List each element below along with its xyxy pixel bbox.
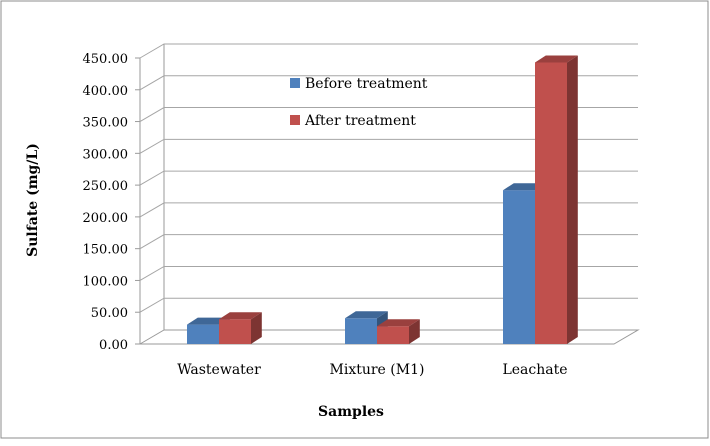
legend-swatch — [290, 78, 300, 88]
bar-top — [345, 311, 388, 319]
y-tick-label: 200.00 — [83, 211, 129, 226]
y-tick-label: 150.00 — [83, 243, 129, 258]
x-axis-title: Samples — [318, 404, 384, 420]
y-tick-label: 50.00 — [91, 306, 128, 321]
gridline — [139, 265, 638, 281]
bar-after-treatment-1 — [377, 319, 420, 344]
bar-top — [535, 55, 578, 63]
bar-front — [345, 318, 377, 344]
y-tick-label: 350.00 — [83, 116, 129, 131]
x-tick-label: Wastewater — [177, 362, 261, 378]
bar-after-treatment-0 — [219, 312, 262, 344]
gridline — [139, 202, 638, 218]
x-tick-label: Leachate — [502, 362, 567, 378]
y-axis-ticks: 0.00 50.00 100.00 150.00 200.00 250.00 300.00 3… — [83, 52, 140, 353]
bar-top — [219, 312, 262, 320]
legend-label: Before treatment — [305, 76, 428, 92]
gridline — [139, 138, 638, 154]
y-tick-label: 400.00 — [83, 84, 129, 99]
bar-side — [251, 312, 262, 344]
bar-side — [567, 55, 578, 345]
bar-side — [409, 319, 420, 344]
bar-front — [377, 326, 409, 344]
x-axis-labels: Wastewater Mixture (M1) Leachate — [177, 362, 567, 378]
legend-swatch — [290, 115, 300, 125]
gridline — [139, 107, 638, 122]
gridlines — [139, 43, 638, 313]
gridline — [139, 297, 638, 313]
bar-after-treatment-2 — [535, 55, 578, 345]
y-tick-label: 250.00 — [83, 179, 129, 194]
y-tick-label: 0.00 — [99, 338, 128, 353]
y-tick-label: 300.00 — [83, 147, 129, 162]
x-tick-label: Mixture (M1) — [330, 362, 425, 378]
bar-front — [535, 62, 567, 345]
y-tick-label: 450.00 — [83, 52, 129, 67]
legend: Before treatment After treatment — [290, 76, 428, 129]
y-axis-title: Sulfate (mg/L) — [25, 143, 41, 257]
gridline — [139, 234, 638, 250]
bar-front — [503, 190, 535, 344]
gridline — [139, 170, 638, 186]
bars — [187, 55, 578, 345]
gridline — [139, 75, 638, 91]
bar-top — [377, 319, 420, 327]
y-tick-label: 100.00 — [83, 274, 129, 289]
bar-front — [219, 319, 251, 344]
gridline — [139, 43, 638, 59]
bar-front — [187, 324, 219, 344]
legend-label: After treatment — [304, 113, 416, 129]
